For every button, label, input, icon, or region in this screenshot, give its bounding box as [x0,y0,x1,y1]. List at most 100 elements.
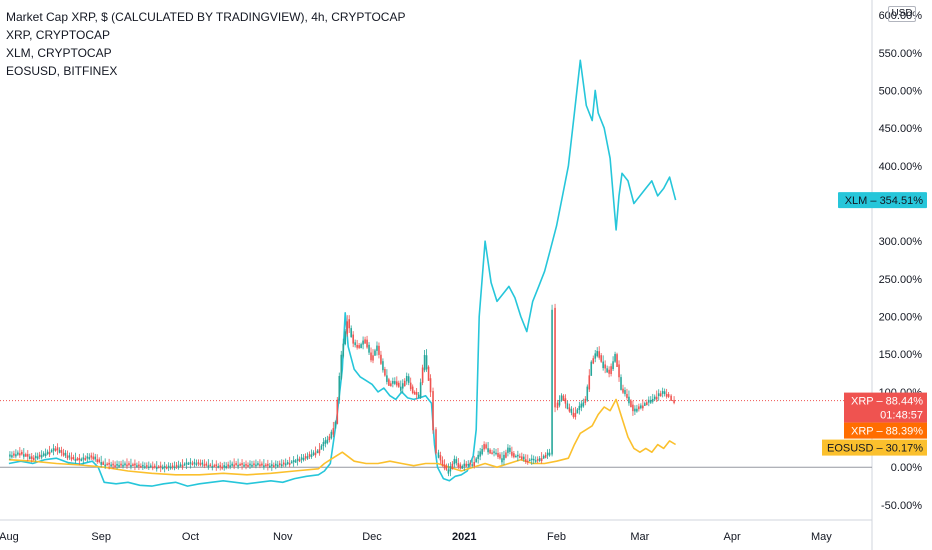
candle-body [364,339,366,344]
candle-body [54,448,57,452]
candle-body [405,375,408,382]
candle-body [126,464,128,467]
candle-body [368,344,370,353]
chart-legend: Market Cap XRP, $ (CALCULATED BY TRADING… [6,8,405,80]
candle-body [447,469,450,474]
candle-body [544,454,547,458]
candle-body [578,405,581,410]
candle-body [288,463,291,465]
candle-body [263,465,265,468]
candle-body [479,451,481,457]
candle-body [352,334,354,344]
x-tick-label: Dec [362,531,382,543]
candle-body [153,465,156,468]
candle-body [280,464,283,467]
candle-body [108,462,110,465]
candle-body [598,351,600,358]
candle-body [98,459,101,463]
candle-body [310,454,313,457]
candle-body [223,465,226,468]
candle-body [509,447,511,452]
candle-body [161,467,164,470]
candle-body [390,383,392,387]
candle-body [435,429,437,454]
candle-body [653,396,656,400]
candle-body [42,453,45,456]
candle-body [225,466,227,469]
candle-body [632,404,634,412]
candle-body [298,459,301,462]
candle-body [142,464,144,467]
xlm-last-value-tag: XLM – 354.51% [838,192,927,209]
candle-body [213,465,216,467]
candle-body [409,382,412,390]
candle-body [76,458,79,461]
candle-body [171,465,174,468]
candle-body [68,455,71,458]
candle-body [148,466,150,469]
candle-body [261,463,263,466]
candle-body [314,452,317,456]
candle-body [23,454,25,457]
candle-body [432,391,434,431]
candle-body [134,463,136,466]
candle-body [372,355,374,361]
candle-body [348,319,350,329]
y-tick-label: 150.00% [879,349,923,361]
candle-body [548,452,551,456]
candle-body [274,463,277,466]
x-tick-label: Aug [0,531,19,543]
candle-body [608,369,610,374]
candle-body [60,450,63,453]
candle-body [195,463,198,466]
candle-body [245,463,247,466]
candle-body [622,388,624,393]
candle-body [106,463,108,466]
candle-body [560,395,563,401]
candle-body [451,463,454,470]
candle-body [92,456,95,460]
y-tick-label: 200.00% [879,312,923,324]
candle-body [636,408,638,412]
candle-body [193,462,196,464]
y-tick-label: 550.00% [879,48,923,60]
candle-body [231,463,233,466]
candle-body [342,343,345,357]
candle-body [350,328,352,338]
candle-body [26,454,29,457]
candle-body [459,464,462,469]
candle-body [58,449,61,453]
candle-body [149,465,152,467]
candle-body [346,321,349,335]
candle-body [526,460,529,463]
candle-body [136,465,138,468]
x-tick-label: Mar [630,531,649,543]
candle-body [312,452,315,455]
currency-button[interactable]: USD [888,6,916,22]
candle-body [38,454,41,457]
candle-body [564,398,567,404]
candle-body [439,455,442,461]
candle-body [28,456,31,459]
candle-body [374,350,376,356]
legend-xrp: XRP, CRYPTOCAP [6,28,111,42]
candle-body [163,465,166,468]
candle-body [487,448,489,453]
candle-body [513,453,515,458]
candle-body [483,444,485,450]
candle-body [104,464,106,467]
candle-body [124,463,126,466]
candle-body [628,396,630,404]
candle-body [249,463,251,466]
candle-body [642,405,644,409]
legend-eosusd: EOSUSD, BITFINEX [6,64,118,78]
candle-body [467,464,470,466]
candle-body [644,403,646,406]
candle-body [292,460,295,463]
y-tick-label: 400.00% [879,161,923,173]
candle-body [542,455,545,459]
candle-body [235,463,237,465]
candle-body [88,457,91,460]
candle-body [278,463,281,466]
